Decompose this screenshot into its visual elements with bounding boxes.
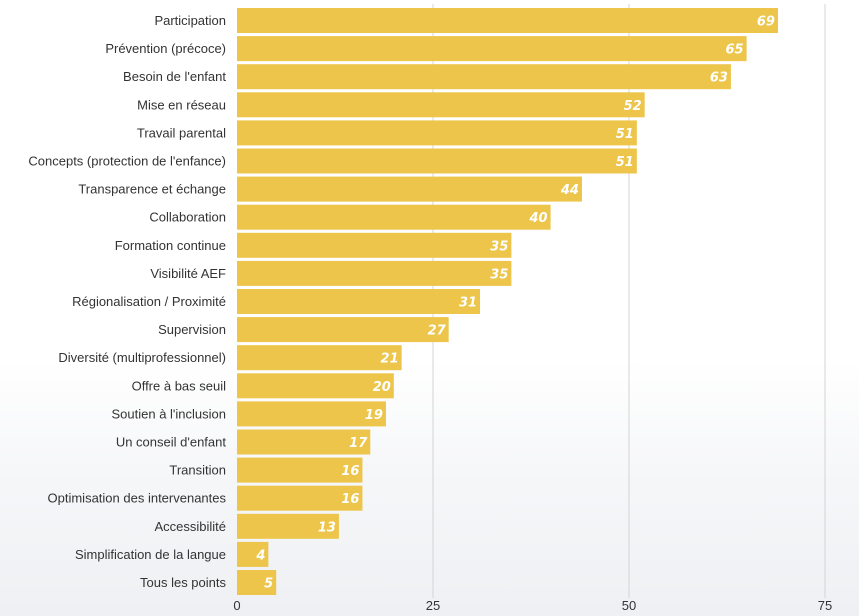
- value-label: 19: [365, 408, 383, 423]
- bar[interactable]: [237, 8, 778, 33]
- category-label: Offre à bas seuil: [132, 378, 227, 393]
- category-label: Visibilité AEF: [150, 266, 226, 281]
- value-label: 16: [341, 492, 359, 507]
- value-label: 21: [381, 352, 399, 367]
- value-label: 16: [341, 464, 359, 479]
- category-label: Participation: [154, 13, 226, 28]
- category-label: Régionalisation / Proximité: [72, 294, 226, 309]
- bar[interactable]: [237, 260, 512, 286]
- value-label: 13: [318, 520, 336, 535]
- x-axis-ticks: 0 25 50 75: [233, 598, 832, 613]
- value-label: 65: [726, 43, 744, 58]
- bar[interactable]: [237, 317, 449, 343]
- category-label: Concepts (protection de l'enfance): [28, 154, 226, 169]
- bar[interactable]: [237, 513, 339, 539]
- bar[interactable]: [237, 176, 582, 202]
- bar[interactable]: [237, 204, 551, 230]
- category-label: Supervision: [158, 322, 226, 337]
- category-label: Travail parental: [137, 125, 226, 140]
- category-label: Tous les points: [140, 575, 226, 590]
- value-label: 31: [459, 296, 477, 311]
- value-label: 40: [529, 211, 548, 226]
- x-tick-label: 75: [818, 598, 832, 613]
- category-label: Optimisation des intervenantes: [48, 491, 227, 506]
- value-label: 35: [490, 267, 508, 282]
- category-label: Diversité (multiprofessionnel): [58, 350, 226, 365]
- value-label: 51: [616, 127, 634, 142]
- category-label: Prévention (précoce): [105, 41, 226, 56]
- bar[interactable]: [237, 92, 645, 118]
- bar[interactable]: [237, 289, 481, 314]
- bars: [237, 8, 778, 595]
- x-tick-label: 50: [622, 598, 636, 613]
- value-label: 35: [490, 239, 508, 254]
- value-label: 27: [428, 324, 447, 339]
- bar[interactable]: [237, 36, 747, 62]
- bar[interactable]: [237, 570, 277, 595]
- value-label: 51: [616, 155, 634, 170]
- bar[interactable]: [237, 345, 402, 371]
- bar[interactable]: [237, 457, 363, 483]
- bar[interactable]: [237, 64, 731, 90]
- bar[interactable]: [237, 373, 394, 399]
- value-label: 63: [710, 71, 728, 86]
- value-label: 52: [624, 99, 642, 114]
- bar[interactable]: [237, 401, 386, 427]
- category-label: Besoin de l'enfant: [123, 69, 226, 84]
- category-label: Un conseil d'enfant: [116, 435, 227, 450]
- x-tick-label: 0: [233, 598, 240, 613]
- value-label: 17: [349, 436, 368, 451]
- value-label: 20: [373, 380, 391, 395]
- category-label: Transparence et échange: [78, 182, 226, 197]
- category-label: Mise en réseau: [137, 97, 226, 112]
- bar[interactable]: [237, 120, 637, 146]
- bar[interactable]: [237, 429, 371, 455]
- value-label: 44: [560, 183, 579, 198]
- bar[interactable]: [237, 232, 512, 258]
- bar[interactable]: [237, 148, 637, 174]
- value-label: 69: [757, 15, 775, 30]
- bar[interactable]: [237, 485, 363, 511]
- category-labels: Participation Prévention (précoce) Besoin …: [28, 13, 226, 590]
- value-labels: 69 65 63 52 51 51 44 40 35 35 31 27 21 20 19 17 16 16 13 4 5: [255, 15, 775, 592]
- x-tick-label: 25: [426, 598, 440, 613]
- category-label: Collaboration: [149, 210, 226, 225]
- category-label: Transition: [169, 463, 226, 478]
- value-label: 5: [264, 577, 273, 592]
- value-label: 4: [255, 548, 265, 563]
- category-label: Simplification de la langue: [75, 547, 226, 562]
- bar[interactable]: [237, 541, 269, 567]
- category-label: Soutien à l'inclusion: [112, 406, 227, 421]
- category-label: Accessibilité: [154, 519, 226, 534]
- category-label: Formation continue: [115, 238, 226, 253]
